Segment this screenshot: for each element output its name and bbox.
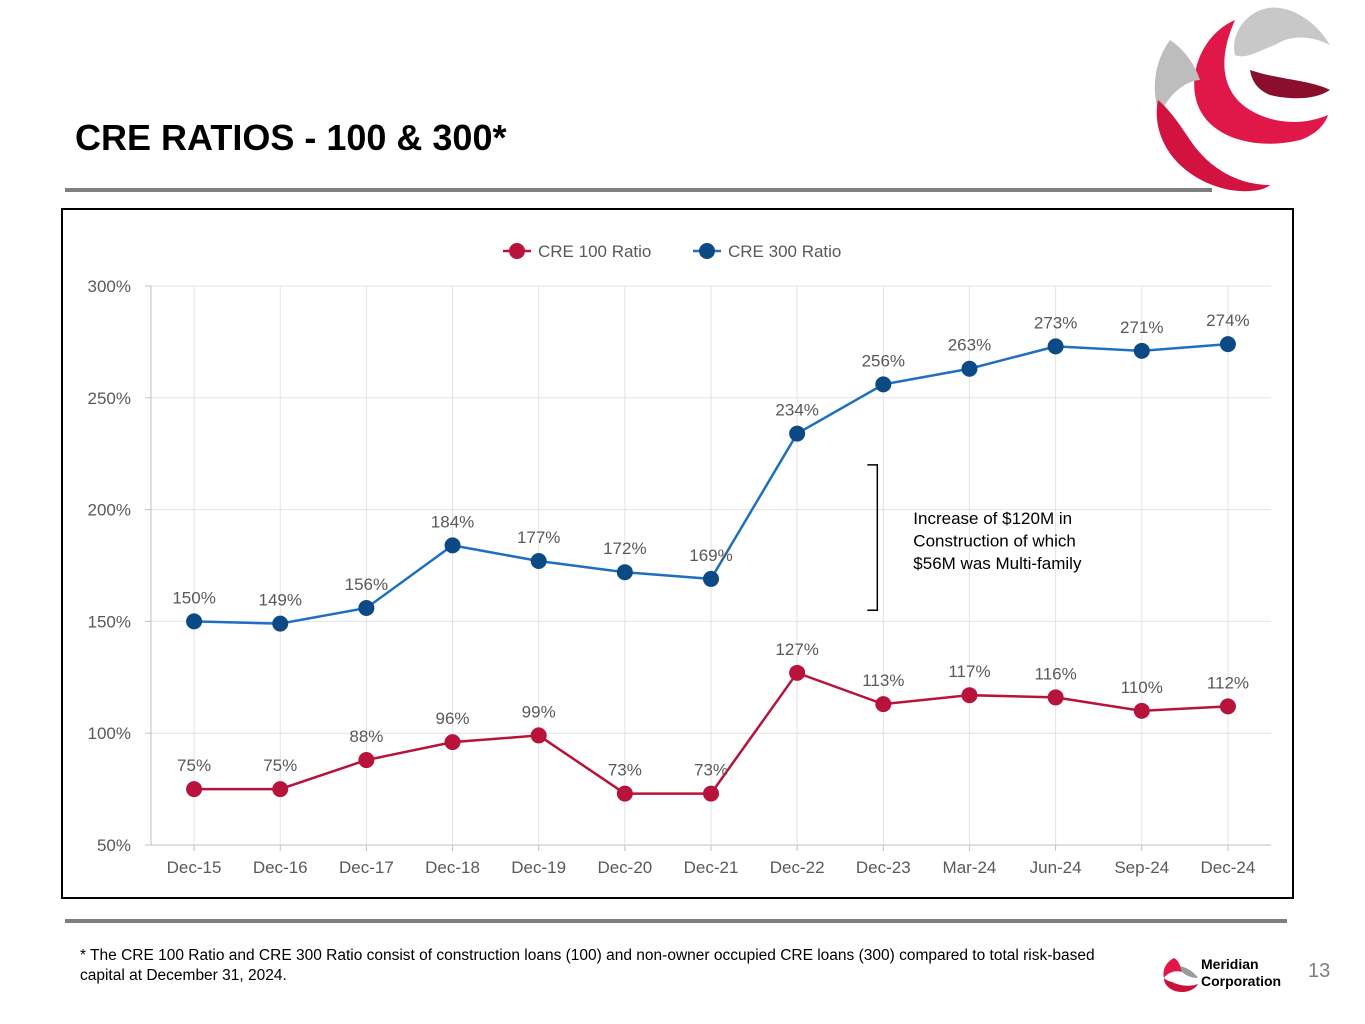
cre100-data-label: 116% [1035,664,1077,683]
cre300-point [616,564,633,581]
page-number: 13 [1308,960,1331,982]
cre300-point [875,376,892,393]
cre-ratio-line-chart: 50% 100% 150% 200% 250% 300% Dec-15 Dec-16 Dec-1… [88,242,1271,877]
cre100-point [961,687,978,704]
x-tick-label: Dec-17 [339,858,394,877]
page-title: CRE RATIOS - 100 & 300* [75,117,507,158]
meridian-small-logo-icon [1163,958,1198,992]
legend-marker [509,243,525,259]
y-tick-label: 250% [88,389,131,408]
cre100-point [616,785,633,802]
x-tick-label: Dec-18 [425,858,480,877]
brand-name: Meridian Corporation [1201,956,1281,990]
y-tick-label: 100% [88,724,131,743]
cre300-data-label: 271% [1120,318,1163,337]
cre100-data-label: 117% [948,662,990,681]
footnote: * The CRE 100 Ratio and CRE 300 Ratio co… [80,947,1095,984]
meridian-logo-icon [1154,7,1330,192]
cre100-data-label: 75% [263,756,297,775]
cre300-point [1133,342,1150,359]
cre300-point [530,553,547,570]
cre100-point [703,785,719,802]
annotation-text: Construction of which [913,532,1076,551]
x-tick-label: Dec-24 [1201,858,1256,877]
cre100-point [444,734,461,751]
cre300-point [1047,338,1064,355]
cre100-data-label: 75% [177,756,211,775]
cre100-data-label: 73% [694,761,728,780]
cre300-point [703,570,719,587]
annotation-bracket [867,464,879,611]
cre100-point [272,781,289,798]
header-divider [65,188,1212,192]
cre100-data-label: 110% [1121,678,1163,697]
x-tick-label: Jun-24 [1030,858,1082,877]
annotation-text: $56M was Multi-family [913,554,1082,573]
brand-line-1: Meridian [1201,956,1259,972]
y-tick-label: 300% [88,277,131,296]
cre100-point [530,727,547,744]
cre300-data-label: 156% [345,575,388,594]
y-tick-label: 150% [88,612,131,631]
cre300-data-label: 234% [775,401,818,420]
cre100-point [358,752,375,769]
cre100-point [1133,702,1150,719]
cre100-point [186,781,203,798]
cre300-data-label: 273% [1034,313,1077,332]
legend-label: CRE 300 Ratio [728,242,841,261]
legend-marker [699,243,715,259]
cre300-point [1219,336,1236,353]
cre300-data-label: 184% [431,512,474,531]
chart-frame: 50% 100% 150% 200% 250% 300% Dec-15 Dec-16 Dec-1… [61,208,1294,899]
cre300-point [789,425,806,442]
y-tick-label: 200% [88,501,131,520]
x-tick-label: Dec-19 [511,858,566,877]
cre300-data-label: 169% [689,546,732,565]
cre100-data-label: 96% [436,709,470,728]
cre100-data-label: 88% [349,727,383,746]
cre100-point [1219,698,1236,715]
cre100-data-label: 99% [522,702,556,721]
cre300-point [444,537,461,554]
cre300-data-label: 150% [172,588,215,607]
x-tick-label: Sep-24 [1114,858,1169,877]
x-tick-label: Dec-20 [597,858,652,877]
brand-line-2: Corporation [1201,973,1282,989]
annotation-text: Increase of $120M in [913,509,1072,528]
x-tick-label: Dec-16 [253,858,308,877]
footer-divider [65,919,1287,923]
cre300-data-label: 256% [862,351,905,370]
x-tick-label: Mar-24 [943,858,997,877]
cre300-data-label: 149% [258,591,301,610]
cre100-point [1047,689,1064,706]
cre300-point [186,613,203,630]
cre300-data-label: 172% [603,539,646,558]
legend-label: CRE 100 Ratio [538,242,651,261]
x-tick-label: Dec-22 [770,858,825,877]
x-tick-label: Dec-21 [684,858,739,877]
cre100-data-label: 112% [1207,673,1249,692]
cre100-data-label: 127% [775,640,818,659]
cre300-data-label: 177% [517,528,560,547]
x-tick-label: Dec-23 [856,858,911,877]
x-tick-label: Dec-15 [167,858,222,877]
y-tick-label: 50% [97,836,131,855]
cre100-point [789,664,806,681]
cre100-point [875,696,892,713]
cre300-point [272,615,289,632]
cre300-point [358,599,375,616]
cre100-data-label: 113% [862,671,904,690]
cre300-data-label: 274% [1206,311,1249,330]
cre100-data-label: 73% [608,761,642,780]
cre300-point [961,360,978,377]
cre300-data-label: 263% [948,336,991,355]
